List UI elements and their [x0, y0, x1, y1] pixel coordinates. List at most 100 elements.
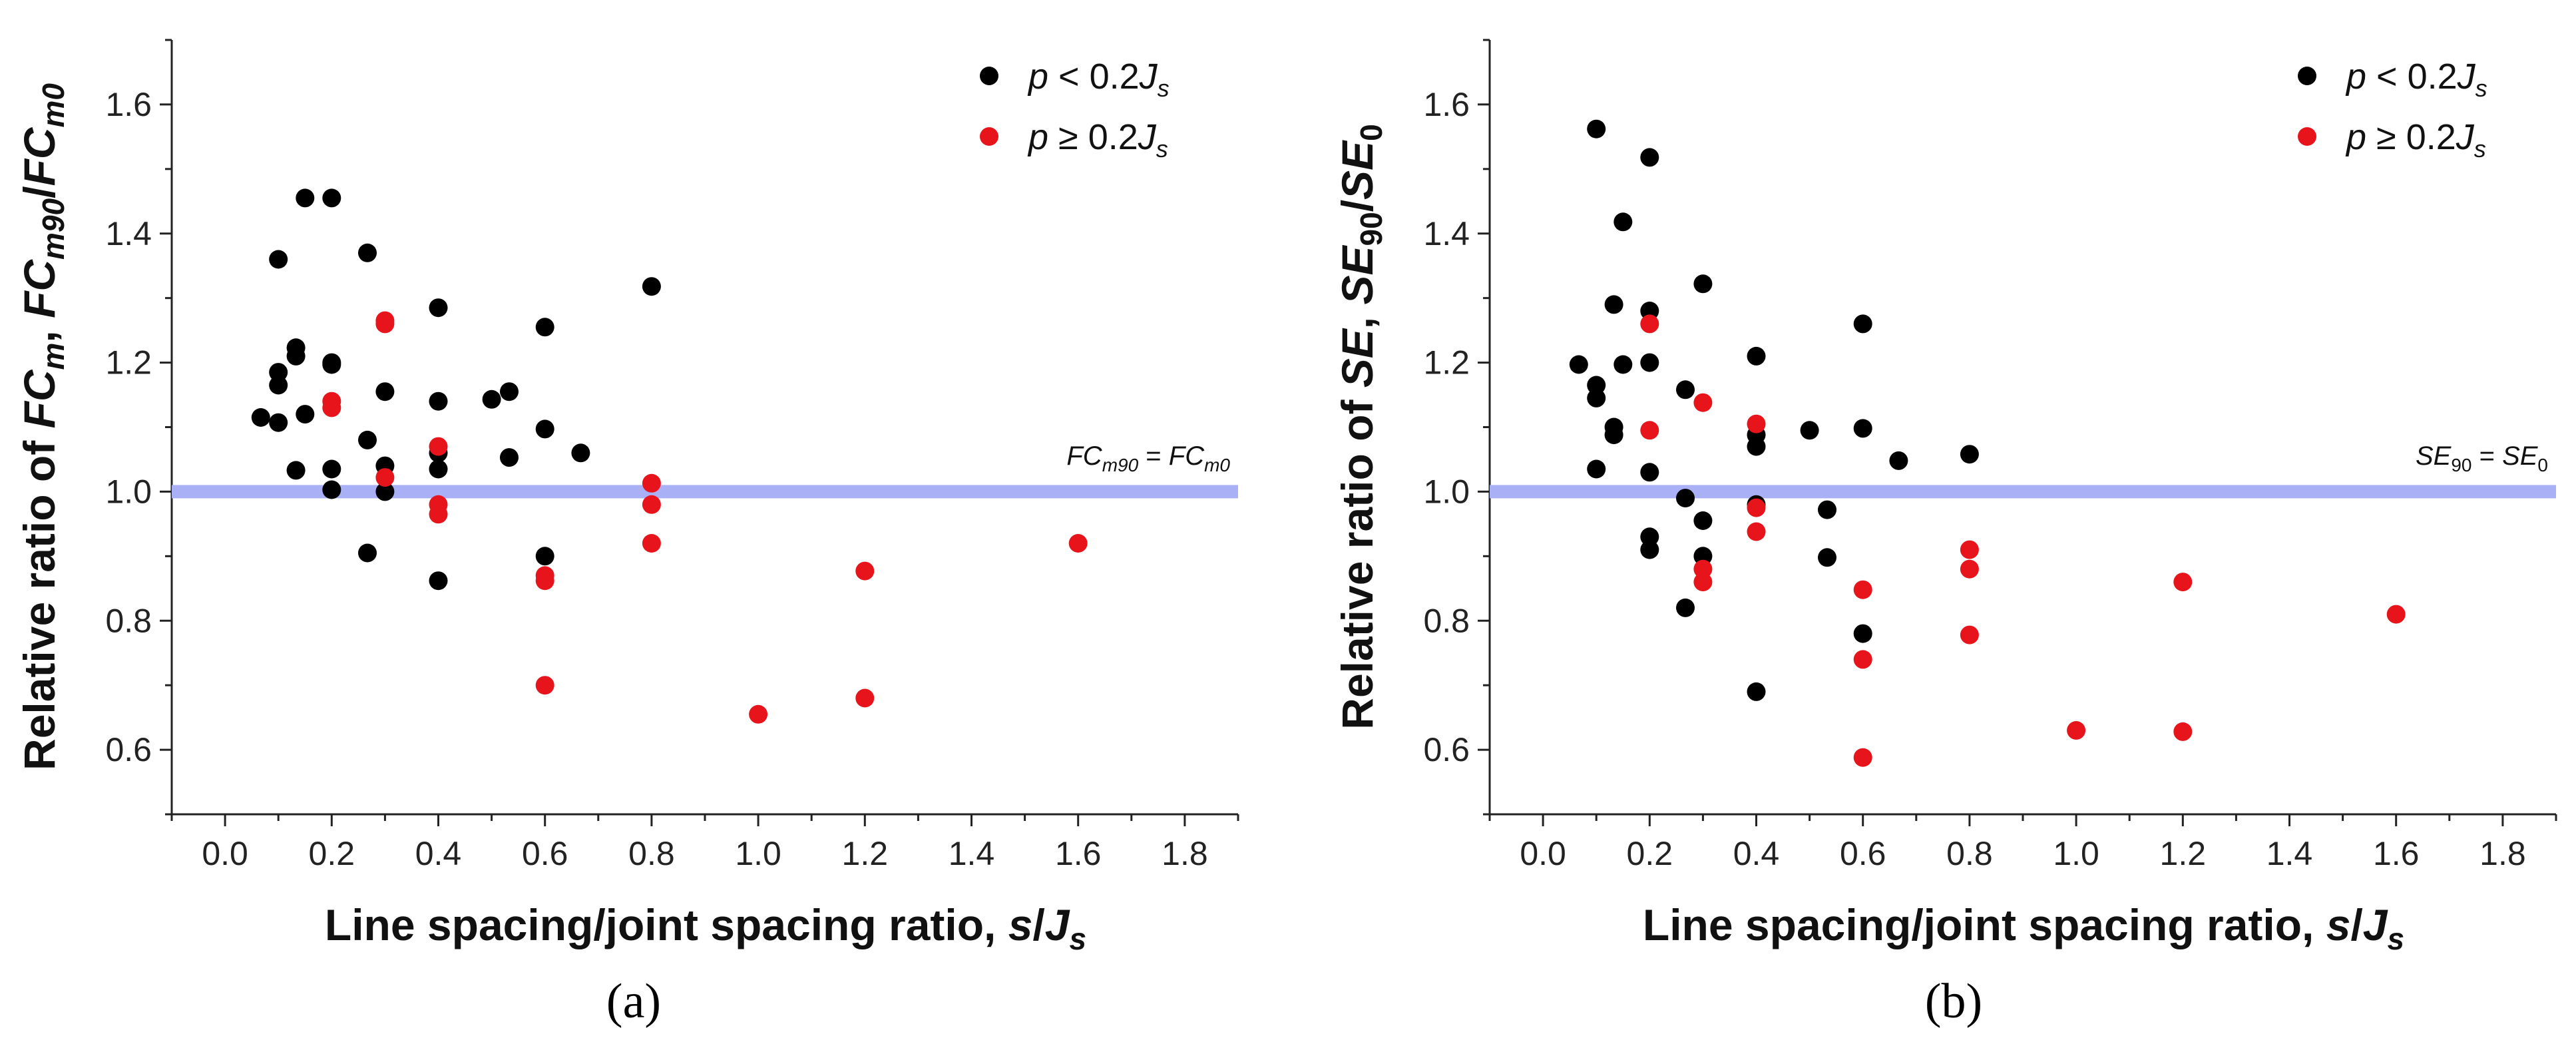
- point-p-lt-0.2js: [535, 318, 554, 337]
- point-p-lt-0.2js: [269, 250, 288, 269]
- point-p-lt-0.2js: [358, 543, 377, 563]
- point-p-lt-0.2js: [1587, 388, 1606, 407]
- x-tick-label: 0.8: [1946, 835, 1993, 872]
- point-p-lt-0.2js: [429, 392, 448, 411]
- y-tick-label: 1.0: [1423, 473, 1470, 510]
- x-tick-label: 0.4: [1733, 835, 1780, 872]
- x-tick-label: 0.2: [1627, 835, 1673, 872]
- x-tick-label: 1.4: [2266, 835, 2313, 872]
- point-p-lt-0.2js: [1747, 437, 1766, 456]
- point-p-ge-0.2js: [1693, 393, 1713, 412]
- point-p-lt-0.2js: [269, 376, 288, 395]
- x-tick-label: 0.6: [522, 835, 568, 872]
- point-p-lt-0.2js: [1640, 540, 1659, 559]
- legend-label-red: p ≥ 0.2Js: [1027, 117, 1168, 162]
- point-p-lt-0.2js: [571, 443, 590, 463]
- point-p-ge-0.2js: [2173, 573, 2193, 592]
- point-p-lt-0.2js: [1587, 119, 1606, 138]
- point-p-lt-0.2js: [535, 547, 554, 566]
- panel-a: 0.6 0.8 1.0 1.2 1.4 1.6 0.0 0.2 0.4 0.6 0.8 1.0 1.2…: [15, 39, 1239, 1029]
- point-p-ge-0.2js: [1747, 498, 1766, 517]
- point-p-lt-0.2js: [1640, 148, 1659, 167]
- y-tick-label: 1.2: [105, 344, 152, 382]
- x-tick-label: 1.4: [949, 835, 995, 872]
- point-p-lt-0.2js: [1889, 451, 1908, 470]
- point-p-ge-0.2js: [2067, 721, 2086, 740]
- point-p-lt-0.2js: [500, 448, 519, 467]
- x-tick-label: 1.8: [1162, 835, 1208, 872]
- x-tick-label: 0.0: [1520, 835, 1566, 872]
- legend-label-black: p < 0.2Js: [1027, 57, 1170, 102]
- x-ticks: 0.0 0.2 0.4 0.6 0.8 1.0 1.2 1.4 1.6 1.8: [170, 814, 1239, 872]
- legend: p < 0.2Js p ≥ 0.2Js: [2298, 57, 2487, 162]
- point-p-ge-0.2js: [855, 561, 875, 581]
- x-axis-label: Line spacing/joint spacing ratio, s/Js: [1643, 900, 2404, 956]
- point-p-lt-0.2js: [1693, 274, 1713, 294]
- point-p-lt-0.2js: [1800, 421, 1819, 440]
- x-tick-label: 0.6: [1840, 835, 1886, 872]
- point-p-lt-0.2js: [1693, 547, 1713, 566]
- point-p-ge-0.2js: [429, 437, 448, 456]
- legend-marker-red: [980, 127, 998, 146]
- point-p-ge-0.2js: [642, 495, 661, 514]
- point-p-lt-0.2js: [1587, 376, 1606, 395]
- point-p-ge-0.2js: [1068, 534, 1088, 553]
- point-p-lt-0.2js: [1818, 500, 1836, 519]
- point-p-lt-0.2js: [482, 390, 501, 409]
- point-p-lt-0.2js: [1960, 445, 1979, 464]
- point-p-lt-0.2js: [1640, 527, 1659, 547]
- y-tick-label: 1.6: [1423, 86, 1470, 123]
- panel-label: (a): [606, 974, 661, 1029]
- point-p-lt-0.2js: [1676, 489, 1695, 508]
- point-p-ge-0.2js: [1747, 414, 1766, 433]
- point-p-lt-0.2js: [1853, 419, 1872, 438]
- legend: p < 0.2Js p ≥ 0.2Js: [980, 57, 1170, 162]
- point-p-ge-0.2js: [1960, 625, 1979, 645]
- point-p-ge-0.2js: [1747, 522, 1766, 541]
- point-p-lt-0.2js: [1640, 302, 1659, 320]
- point-p-lt-0.2js: [322, 188, 341, 208]
- y-tick-label: 1.4: [1423, 215, 1470, 252]
- x-ticks: 0.0 0.2 0.4 0.6 0.8 1.0 1.2 1.4 1.6 1.8: [1488, 814, 2557, 872]
- point-p-ge-0.2js: [535, 571, 554, 591]
- point-p-ge-0.2js: [1693, 559, 1713, 579]
- point-p-lt-0.2js: [269, 413, 288, 432]
- point-p-ge-0.2js: [1853, 748, 1872, 767]
- y-ticks: 0.6 0.8 1.0 1.2 1.4 1.6: [105, 39, 172, 816]
- y-tick-label: 0.8: [105, 602, 152, 639]
- x-tick-label: 0.0: [202, 835, 248, 872]
- point-p-ge-0.2js: [322, 398, 341, 417]
- point-p-lt-0.2js: [1604, 425, 1623, 445]
- legend-label-red: p ≥ 0.2Js: [2345, 117, 2486, 162]
- y-axis-label: Relative ratio of FCm, FCm90/FCm0: [15, 83, 71, 770]
- x-tick-label: 1.8: [2479, 835, 2526, 872]
- x-tick-label: 1.2: [2160, 835, 2207, 872]
- point-p-lt-0.2js: [358, 430, 377, 449]
- x-tick-label: 1.2: [842, 835, 889, 872]
- point-p-ge-0.2js: [1960, 559, 1979, 579]
- point-p-lt-0.2js: [642, 277, 661, 296]
- point-p-ge-0.2js: [2173, 722, 2193, 741]
- point-p-ge-0.2js: [1640, 314, 1659, 334]
- point-p-lt-0.2js: [429, 571, 448, 591]
- point-p-lt-0.2js: [1693, 511, 1713, 530]
- point-p-lt-0.2js: [429, 298, 448, 318]
- y-tick-label: 0.6: [1423, 731, 1470, 768]
- point-p-lt-0.2js: [296, 188, 315, 208]
- y-axis-label: Relative ratio of SE, SE90/SE0: [1333, 124, 1389, 729]
- point-p-ge-0.2js: [642, 473, 661, 493]
- y-tick-label: 0.8: [1423, 602, 1470, 639]
- point-p-lt-0.2js: [1853, 314, 1872, 334]
- point-p-lt-0.2js: [1640, 353, 1659, 372]
- point-p-lt-0.2js: [1818, 548, 1836, 567]
- point-p-lt-0.2js: [269, 363, 288, 382]
- point-p-lt-0.2js: [1747, 682, 1766, 701]
- point-p-lt-0.2js: [1853, 624, 1872, 643]
- point-p-lt-0.2js: [1587, 459, 1606, 479]
- x-tick-label: 0.2: [309, 835, 355, 872]
- x-tick-label: 0.4: [415, 835, 462, 872]
- panel-label: (b): [1925, 974, 1982, 1029]
- point-p-ge-0.2js: [642, 534, 661, 553]
- point-p-ge-0.2js: [855, 688, 875, 708]
